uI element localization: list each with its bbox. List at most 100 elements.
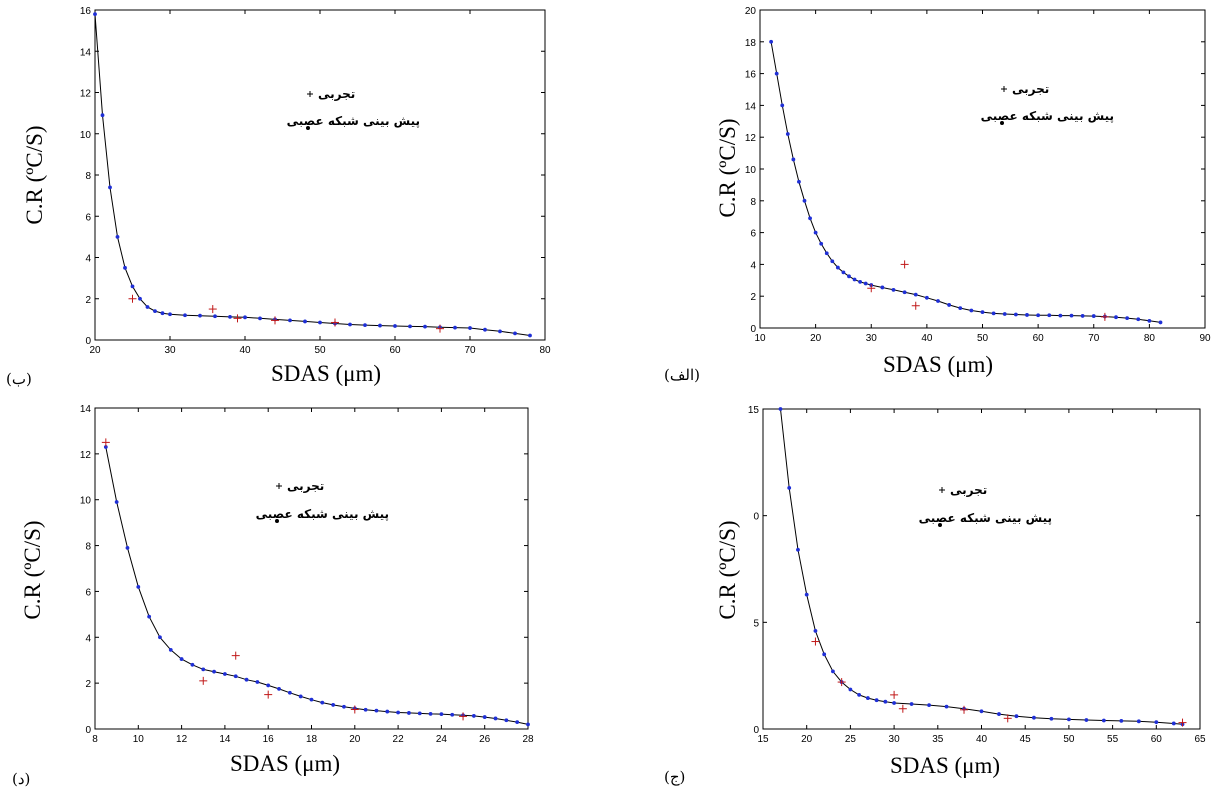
predicted-point — [153, 309, 157, 314]
x-tick-label: 40 — [921, 333, 933, 344]
y-tick-label: 4 — [750, 260, 756, 271]
predicted-point — [769, 39, 774, 44]
predicted-point — [791, 157, 796, 162]
predicted-point — [515, 720, 520, 725]
predicted-point — [439, 712, 444, 716]
experimental-point — [867, 284, 876, 293]
predicted-point — [865, 696, 870, 700]
predicted-point — [802, 198, 807, 203]
experimental-point — [233, 314, 242, 323]
y-axis-title: C.R (ºC/S) — [22, 125, 47, 224]
experimental-point — [331, 318, 339, 327]
legend-predicted-label: پیش بینی شبکه عصبی — [981, 109, 1114, 123]
x-tick-label: 35 — [932, 734, 944, 745]
predicted-point — [396, 710, 400, 715]
predicted-point — [835, 265, 840, 270]
predicted-point — [423, 324, 427, 329]
y-tick-label: 4 — [85, 633, 91, 644]
experimental-point — [459, 712, 468, 721]
experimental-point — [890, 690, 899, 699]
y-tick-label: 10 — [745, 165, 757, 176]
y-tick-label: 20 — [745, 6, 757, 17]
predicted-curve-line — [770, 41, 1161, 323]
predicted-point — [808, 216, 812, 221]
predicted-curve-line — [94, 14, 531, 336]
predicted-point — [936, 299, 940, 303]
panel-label-b: (ب) — [6, 370, 32, 388]
experimental-point — [898, 704, 907, 713]
y-tick-label: 6 — [85, 212, 91, 223]
predicted-point — [822, 652, 827, 657]
plot-frame — [94, 9, 546, 341]
predicted-point — [145, 305, 150, 309]
experimental-point — [264, 690, 273, 699]
predicted-point — [1080, 314, 1085, 318]
y-tick-label: 2 — [85, 679, 91, 690]
plot-frame — [94, 407, 529, 730]
predicted-point — [863, 281, 868, 286]
predicted-point — [385, 709, 390, 714]
x-tick-label: 50 — [314, 345, 326, 356]
predicted-point — [944, 704, 949, 709]
predicted-point — [526, 722, 530, 727]
y-tick-label: 5 — [753, 618, 759, 629]
predicted-point — [483, 327, 487, 332]
predicted-point — [892, 701, 896, 705]
chart-svg-b: 20 30 40 50 60 70 80 0 2 4 6 8 10 12 14 16 SDAS (μm) C.R … — [22, 6, 551, 386]
x-tick-label: 55 — [1107, 734, 1119, 745]
predicted-point — [190, 662, 195, 667]
predicted-point — [93, 12, 97, 17]
x-tick-label: 20 — [801, 734, 813, 745]
predicted-point — [813, 230, 818, 235]
predicted-point — [1032, 715, 1036, 720]
predicted-point — [1091, 314, 1096, 318]
x-tick-label: 80 — [1144, 333, 1156, 344]
predicted-point — [277, 686, 281, 691]
chart-panel-dal: 8 10 12 14 16 18 20 22 24 26 28 0 2 4 6 8 10 12 14 SDAS (μm… — [0, 395, 540, 790]
x-tick-label: 30 — [889, 734, 901, 745]
experimental-point — [101, 438, 110, 447]
experimental-point — [199, 676, 208, 685]
y-tick-label: 16 — [80, 6, 92, 17]
x-tick-label: 30 — [164, 345, 176, 356]
predicted-point — [266, 683, 271, 688]
x-tick-label: 8 — [92, 734, 98, 745]
y-tick-label: 0 — [753, 512, 759, 523]
y-axis-title: C.R (ºC/S) — [715, 520, 740, 619]
x-axis-title: SDAS (μm) — [230, 751, 340, 776]
predicted-point — [363, 323, 367, 328]
experimental-point — [1178, 718, 1187, 727]
predicted-point — [320, 700, 325, 705]
x-tick-label: 22 — [393, 734, 405, 745]
y-tick-label: 8 — [85, 542, 91, 553]
predicted-point — [303, 319, 307, 324]
predicted-point — [831, 669, 835, 674]
predicted-point — [778, 407, 783, 411]
experimental-point — [837, 678, 846, 687]
predicted-point — [212, 669, 216, 674]
predicted-point — [927, 703, 931, 708]
x-tick-label: 60 — [389, 345, 401, 356]
predicted-point — [504, 718, 509, 723]
predicted-point — [813, 628, 818, 633]
legend-dot-icon — [275, 519, 279, 523]
y-tick-label: 8 — [750, 197, 756, 208]
predicted-point — [1147, 318, 1152, 323]
predicted-point — [1171, 721, 1176, 726]
predicted-point — [819, 241, 824, 246]
x-tick-label: 40 — [239, 345, 251, 356]
x-tick-label: 20 — [349, 734, 361, 745]
predicted-point — [1049, 716, 1054, 721]
predicted-point — [1002, 312, 1007, 316]
legend-experimental-label: تجربی — [950, 483, 987, 497]
predicted-point — [342, 704, 346, 709]
y-tick-label: 8 — [85, 171, 91, 182]
predicted-point — [114, 500, 119, 504]
x-tick-label: 90 — [1199, 333, 1211, 344]
predicted-point — [374, 708, 379, 713]
predicted-point — [243, 315, 247, 320]
predicted-point — [902, 290, 907, 295]
predicted-point — [123, 265, 127, 270]
legend-experimental-label: تجربی — [318, 87, 355, 101]
